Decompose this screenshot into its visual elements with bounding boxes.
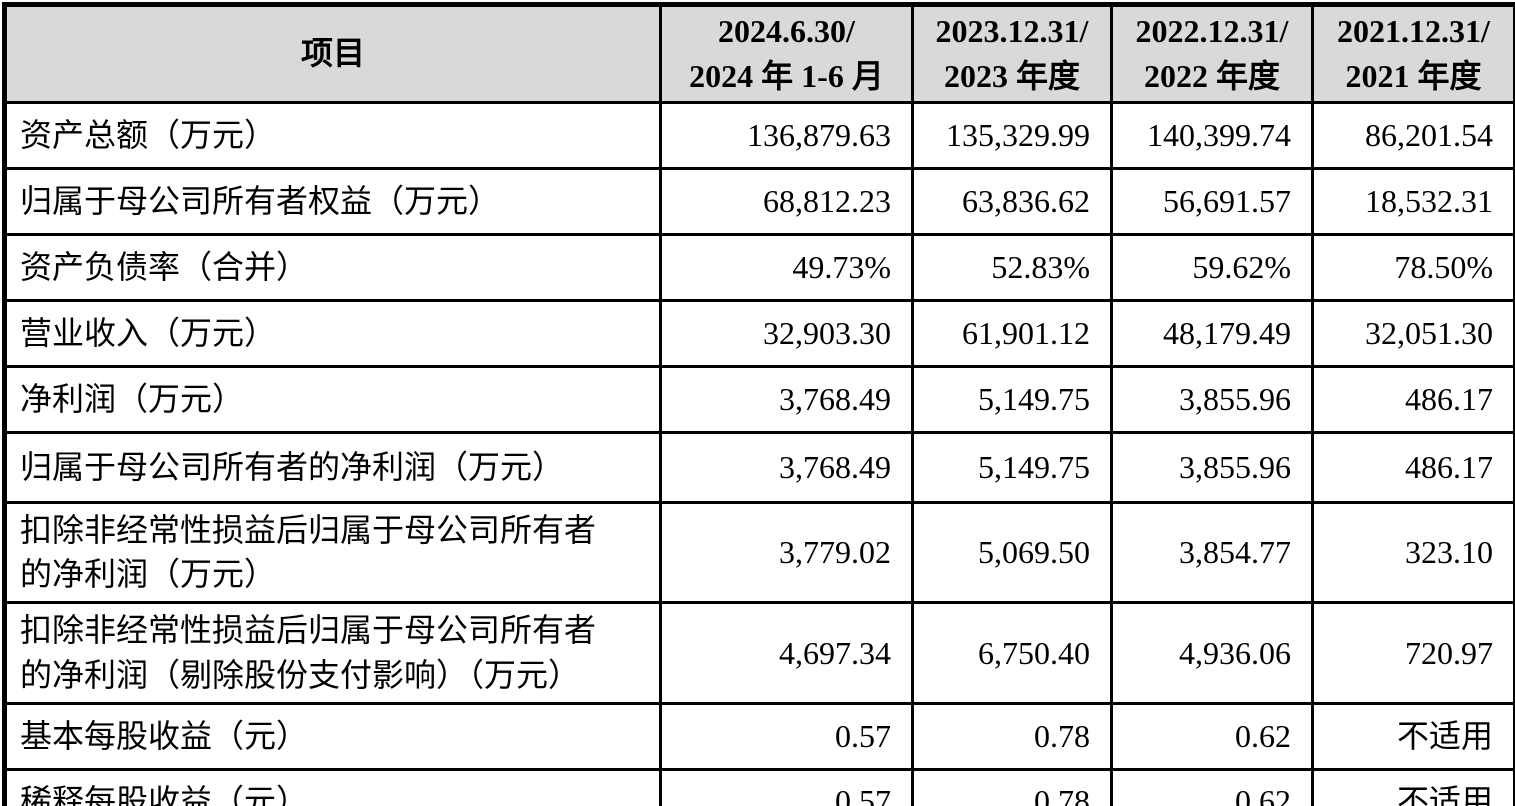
table-row-net-profit: 净利润（万元） 3,768.49 5,149.75 3,855.96 486.1…: [3, 364, 1515, 434]
value-cell: 6,750.40: [911, 601, 1113, 705]
value-cell: 3,854.77: [1110, 500, 1314, 605]
value-cell: 136,879.63: [659, 100, 914, 170]
table-row-basic-eps: 基本每股收益（元） 0.57 0.78 0.62 不适用: [3, 701, 1515, 771]
row-label: 资产总额（万元）: [3, 100, 662, 170]
value-cell: 68,812.23: [659, 166, 914, 236]
value-cell: 56,691.57: [1110, 166, 1314, 236]
row-label: 扣除非经常性损益后归属于母公司所有者 的净利润（万元）: [3, 500, 662, 605]
column-header-item-label: 项目: [300, 35, 365, 72]
value-cell: 3,768.49: [659, 430, 914, 504]
value-cell: 323.10: [1311, 500, 1515, 605]
table-row-debt-ratio: 资产负债率（合并） 49.73% 52.83% 59.62% 78.50%: [3, 232, 1515, 302]
column-header-period-2024h1: 2024.6.30/ 2024 年 1-6 月: [659, 3, 914, 104]
table-row-total-assets: 资产总额（万元） 136,879.63 135,329.99 140,399.7…: [3, 100, 1515, 170]
value-cell: 49.73%: [659, 232, 914, 302]
value-cell: 86,201.54: [1311, 100, 1515, 170]
value-cell: 486.17: [1311, 430, 1515, 504]
table-header-row: 项目 2024.6.30/ 2024 年 1-6 月 2023.12.31/ 2…: [3, 3, 1515, 104]
row-label: 稀释每股收益（元）: [3, 767, 662, 806]
table-row-diluted-eps: 稀释每股收益（元） 0.57 0.78 0.62 不适用: [3, 767, 1515, 806]
table-row-parent-net-profit: 归属于母公司所有者的净利润（万元） 3,768.49 5,149.75 3,85…: [3, 430, 1515, 504]
value-cell: 135,329.99: [911, 100, 1113, 170]
column-header-period-2022: 2022.12.31/ 2022 年度: [1110, 3, 1314, 104]
header-line: 2023 年度: [943, 57, 1080, 94]
row-label: 营业收入（万元）: [3, 298, 662, 368]
value-cell: 486.17: [1311, 364, 1515, 434]
column-header-period-2021: 2021.12.31/ 2021 年度: [1311, 3, 1515, 104]
value-cell: 0.62: [1110, 767, 1314, 806]
value-cell: 3,855.96: [1110, 430, 1314, 504]
value-cell: 63,836.62: [911, 166, 1113, 236]
row-label: 净利润（万元）: [3, 364, 662, 434]
value-cell: 32,903.30: [659, 298, 914, 368]
value-cell: 5,149.75: [911, 430, 1113, 504]
value-cell: 4,697.34: [659, 601, 914, 705]
value-cell: 0.62: [1110, 701, 1314, 771]
value-cell: 59.62%: [1110, 232, 1314, 302]
row-label: 资产负债率（合并）: [3, 232, 662, 302]
column-header-period-2023: 2023.12.31/ 2023 年度: [911, 3, 1113, 104]
value-cell: 4,936.06: [1110, 601, 1314, 705]
header-line: 2023.12.31/: [935, 13, 1089, 49]
value-cell: 3,768.49: [659, 364, 914, 434]
column-header-item: 项目: [3, 3, 662, 104]
value-cell: 52.83%: [911, 232, 1113, 302]
header-line: 2022 年度: [1143, 57, 1280, 94]
table-row-non-recurring-net-profit: 扣除非经常性损益后归属于母公司所有者 的净利润（万元） 3,779.02 5,0…: [3, 500, 1515, 605]
value-cell: 不适用: [1311, 767, 1515, 806]
value-cell: 0.57: [659, 767, 914, 806]
value-cell: 61,901.12: [911, 298, 1113, 368]
value-cell: 0.78: [911, 767, 1113, 806]
value-cell: 0.78: [911, 701, 1113, 771]
header-line: 2021.12.31/: [1337, 13, 1490, 49]
value-cell: 3,779.02: [659, 500, 914, 605]
row-label: 归属于母公司所有者的净利润（万元）: [3, 430, 662, 504]
value-cell: 不适用: [1311, 701, 1515, 771]
value-cell: 5,149.75: [911, 364, 1113, 434]
value-cell: 3,855.96: [1110, 364, 1314, 434]
table-row-non-recurring-ex-share-payment: 扣除非经常性损益后归属于母公司所有者 的净利润（剔除股份支付影响）（万元） 4,…: [3, 601, 1515, 705]
value-cell: 78.50%: [1311, 232, 1515, 302]
row-label: 归属于母公司所有者权益（万元）: [3, 166, 662, 236]
value-cell: 48,179.49: [1110, 298, 1314, 368]
value-cell: 18,532.31: [1311, 166, 1515, 236]
value-cell: 5,069.50: [911, 500, 1113, 605]
row-label: 扣除非经常性损益后归属于母公司所有者 的净利润（剔除股份支付影响）（万元）: [3, 601, 662, 705]
value-cell: 140,399.74: [1110, 100, 1314, 170]
value-cell: 32,051.30: [1311, 298, 1515, 368]
row-label: 基本每股收益（元）: [3, 701, 662, 771]
header-line: 2024 年 1-6 月: [689, 57, 884, 94]
header-line: 2024.6.30/: [718, 13, 855, 49]
header-line: 2021 年度: [1345, 57, 1482, 94]
table-row-revenue: 营业收入（万元） 32,903.30 61,901.12 48,179.49 3…: [3, 298, 1515, 368]
value-cell: 0.57: [659, 701, 914, 771]
value-cell: 720.97: [1311, 601, 1515, 705]
header-line: 2022.12.31/: [1135, 13, 1289, 49]
table-row-parent-equity: 归属于母公司所有者权益（万元） 68,812.23 63,836.62 56,6…: [3, 166, 1515, 236]
